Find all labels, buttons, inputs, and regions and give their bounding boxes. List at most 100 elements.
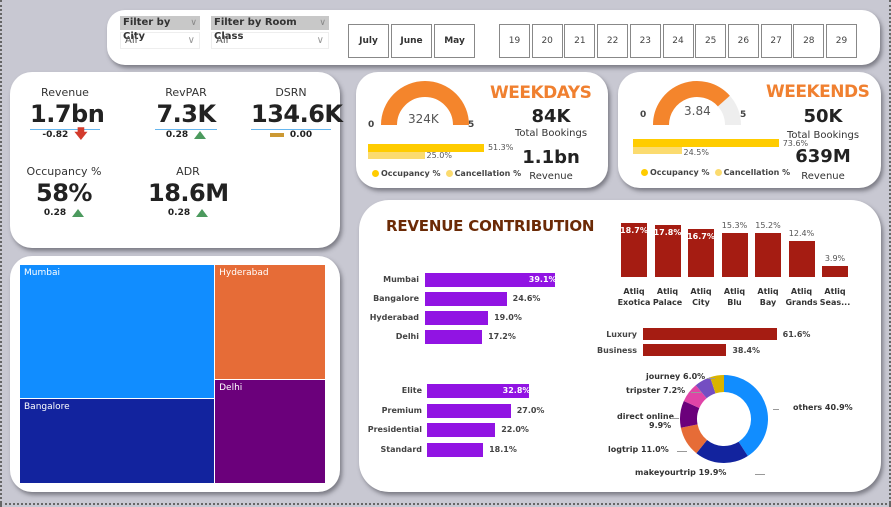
bar[interactable]	[427, 403, 511, 418]
bar[interactable]	[654, 225, 681, 277]
bar[interactable]	[427, 423, 496, 437]
room-class-slicer-label: Filter by Room Class	[214, 17, 297, 42]
bar[interactable]	[621, 222, 647, 277]
chevron-down-icon: ∨	[187, 35, 195, 46]
treemap-cell-hyderabad[interactable]: Hyderabad	[215, 265, 325, 379]
bar[interactable]	[427, 384, 529, 398]
bar[interactable]	[427, 442, 484, 457]
weekdays-gauge	[381, 81, 469, 126]
treemap-cell-mumbai[interactable]: Mumbai	[20, 265, 215, 399]
bar[interactable]	[425, 330, 483, 344]
donut-label-journey: journey 6.0%	[646, 372, 706, 381]
bar[interactable]	[643, 344, 727, 356]
day-button-24[interactable]: 24	[662, 24, 694, 58]
bar-value: 39.1%	[528, 275, 557, 284]
city-treemap-card: Mumbai Bangalore Hyderabad Delhi	[10, 256, 340, 492]
day-button-19[interactable]: 19	[499, 24, 530, 58]
treemap-cell-bangalore[interactable]: Bangalore	[20, 399, 215, 483]
weekends-revenue-value: 639M	[795, 146, 851, 167]
gauge-min-label: 0	[368, 120, 375, 130]
bar-label: Business	[597, 346, 637, 355]
bar[interactable]	[425, 273, 555, 287]
donut-slice-others[interactable]	[724, 375, 768, 457]
bar[interactable]	[788, 241, 815, 277]
bar[interactable]	[688, 228, 714, 277]
city-dropdown-value: All	[125, 35, 138, 46]
chevron-down-icon: ∨	[319, 18, 326, 28]
bar-value: 17.8%	[653, 228, 682, 238]
bar[interactable]	[721, 232, 748, 277]
chevron-down-icon: ∨	[190, 18, 197, 28]
day-button-26[interactable]: 26	[727, 24, 759, 58]
bar[interactable]	[425, 292, 507, 306]
bar-value: 3.9%	[824, 253, 846, 263]
city-slicer-label: Filter by City	[123, 17, 171, 42]
bar-value: 18.1%	[489, 444, 517, 454]
bar-value: 15.2%	[755, 220, 781, 230]
gauge-max-label: 5	[740, 110, 747, 120]
day-button-20[interactable]: 20	[531, 24, 563, 58]
donut-slice-unlabeled[interactable]	[710, 375, 724, 394]
gauge-fill	[653, 81, 730, 126]
weekdays-card: 0 5 324K WEEKDAYS 84K Total Bookings 1.1…	[356, 72, 608, 188]
bar[interactable]	[643, 328, 777, 340]
month-button-may[interactable]: May	[434, 24, 475, 58]
bar-value: 18.7%	[620, 225, 648, 235]
canvas-border-bottom	[0, 503, 891, 505]
donut-slice-logtrip[interactable]	[680, 424, 708, 454]
day-button-29[interactable]: 29	[826, 24, 857, 58]
city-dropdown[interactable]: All ∨	[120, 32, 200, 49]
weekdays-revenue-value: 1.1bn	[522, 147, 580, 168]
bar-label: Delhi	[395, 332, 419, 341]
donut-slice-direct-online[interactable]	[680, 401, 700, 428]
kpi-adr-delta: 0.28	[148, 208, 228, 218]
weekends-occupancy-bar	[633, 139, 779, 147]
weekends-bookings-label: Total Bookings	[786, 130, 860, 141]
treemap-cell-delhi[interactable]: Delhi	[215, 379, 325, 483]
weekends-card: 0 5 3.84 WEEKENDS 50K Total Bookings 639…	[618, 72, 881, 188]
bar-label: Premium	[381, 405, 422, 415]
month-button-july[interactable]: July	[348, 24, 389, 58]
day-button-25[interactable]: 25	[695, 24, 727, 58]
gauge-fill	[381, 81, 469, 126]
kpi-revenue-delta-value: -0.82	[42, 130, 69, 140]
weekdays-bookings-label: Total Bookings	[514, 128, 588, 139]
day-button-28[interactable]: 28	[793, 24, 825, 58]
bar-value: 38.4%	[732, 346, 761, 355]
bar-value: 16.7%	[687, 231, 715, 241]
bar-value: 19.0%	[494, 313, 522, 322]
kpi-revpar-label: RevPAR	[165, 86, 207, 99]
month-button-june[interactable]: June	[391, 24, 432, 58]
donut-label-tripster: tripster 7.2%	[626, 386, 686, 395]
bar-label: Hyderabad	[369, 313, 419, 322]
weekends-cancellation-bar	[633, 147, 682, 154]
gauge-min-label: 0	[640, 110, 647, 120]
city-slicer[interactable]: Filter by City ∨ All ∨	[120, 16, 200, 49]
kpi-revpar-delta-value: 0.28	[165, 130, 189, 140]
kpi-adr: ADR 18.6M 0.28	[148, 165, 229, 218]
donut-slice-journey[interactable]	[695, 377, 716, 399]
bar[interactable]	[822, 265, 848, 277]
weekends-bookings-value: 50K	[803, 106, 843, 127]
chevron-down-icon: ∨	[316, 35, 324, 46]
kpi-card: Revenue 1.7bn -0.82 🡇 RevPAR 7.3K 0.28 D…	[10, 72, 343, 248]
triangle-up-icon	[194, 131, 207, 139]
kpi-revpar-delta: 0.28	[155, 130, 217, 140]
room-class-slicer[interactable]: Filter by Room Class ∨ All ∨	[211, 16, 329, 49]
room-class-dropdown[interactable]: All ∨	[211, 32, 329, 49]
bar-value: 61.6%	[782, 330, 811, 339]
bar-value: 32.8%	[502, 386, 531, 395]
kpi-revenue-value: 1.7bn	[30, 100, 105, 130]
day-button-21[interactable]: 21	[564, 24, 596, 58]
donut-slice-tripster[interactable]	[683, 385, 707, 408]
bar[interactable]	[425, 311, 489, 325]
day-button-22[interactable]: 22	[597, 24, 629, 58]
revenue-contribution-title: REVENUE CONTRIBUTION	[386, 217, 595, 235]
bar[interactable]	[755, 232, 781, 277]
day-button-23[interactable]: 23	[629, 24, 661, 58]
chevron-right-icon[interactable]: ›	[889, 30, 891, 46]
donut-slice-makeyourtrip[interactable]	[696, 440, 748, 463]
day-button-27[interactable]: 27	[760, 24, 792, 58]
canvas-border-left	[0, 0, 2, 507]
kpi-adr-label: ADR	[176, 165, 200, 178]
